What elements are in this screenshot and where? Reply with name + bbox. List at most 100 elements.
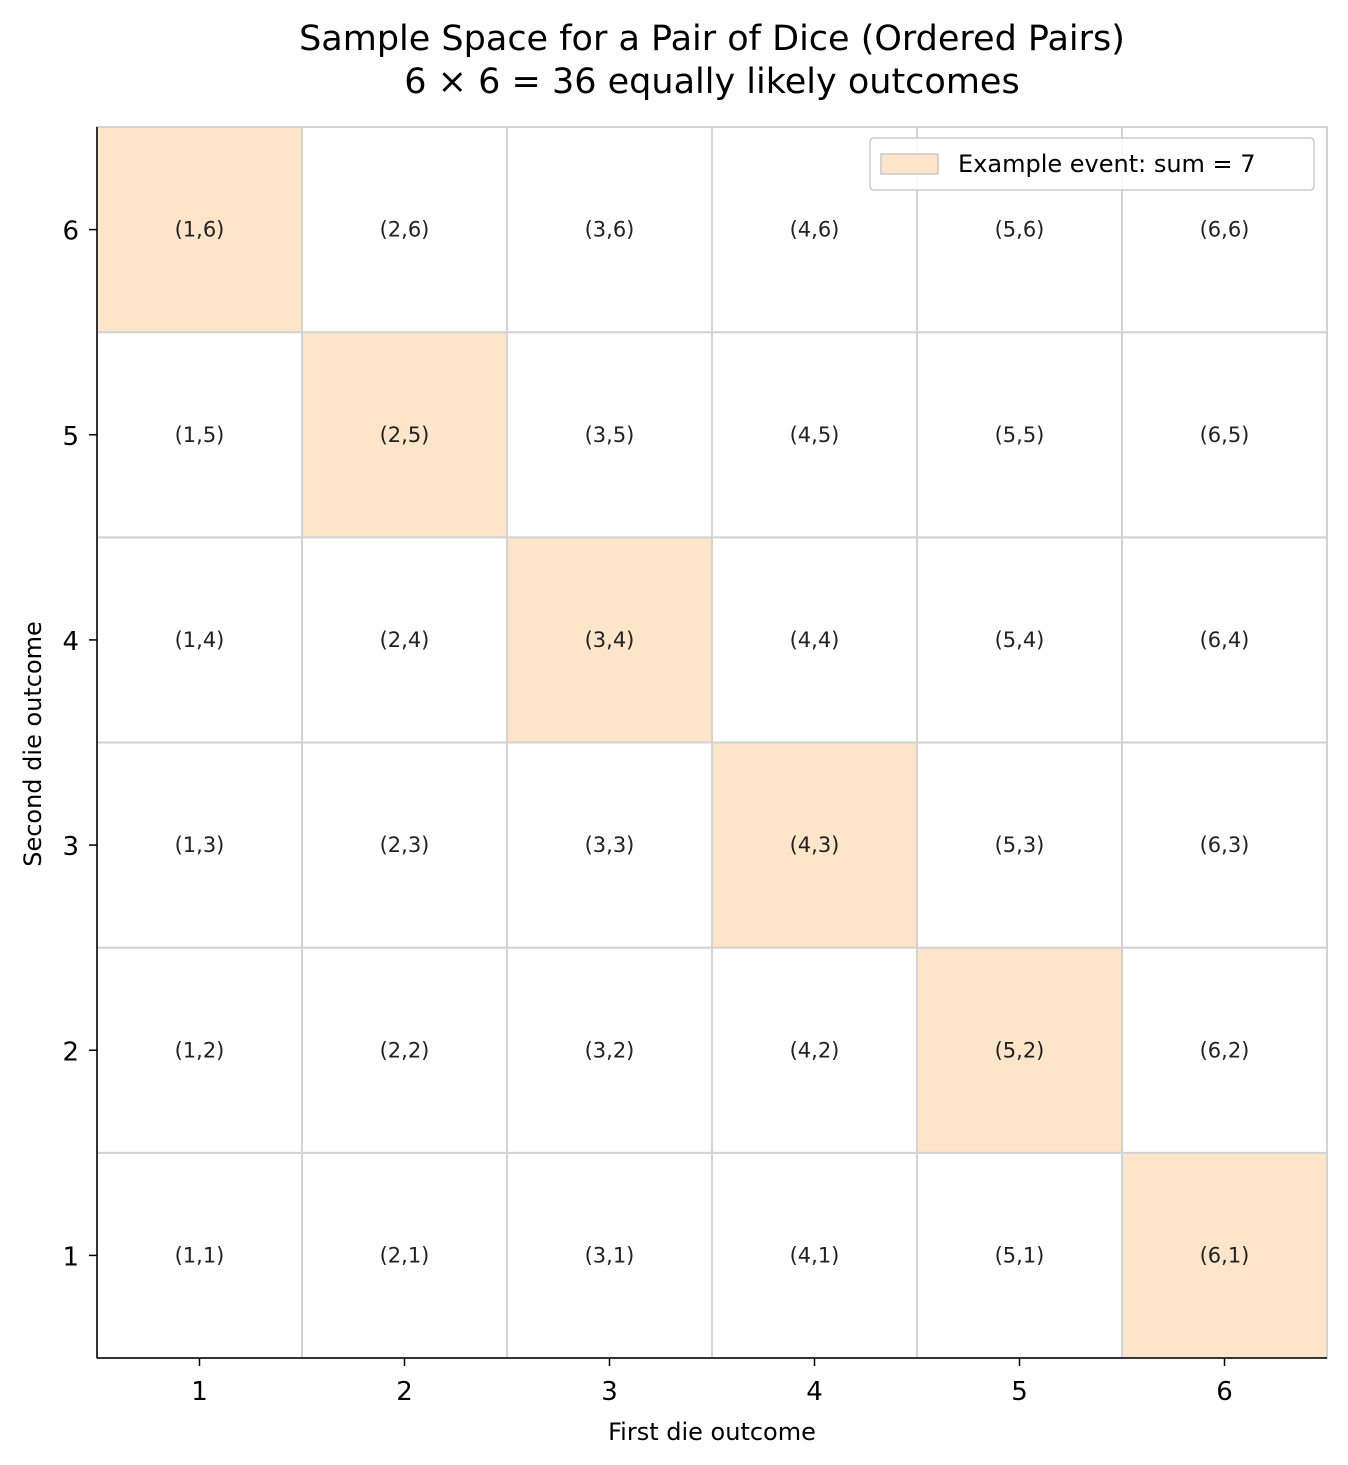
cell-label: (5,2) [995,1038,1045,1062]
cell-rect [301,536,508,744]
cell-2-6: (2,6) [301,126,508,334]
cell-1-3: (1,3) [96,741,303,949]
cell-1-2: (1,2) [96,946,303,1154]
ticks-layer: 1 2 3 4 5 6 1 2 3 4 5 6 [62,217,1232,1407]
x-tick-label: 5 [1011,1377,1028,1407]
y-axis-label: Second die outcome [19,621,47,867]
cell-label: (3,4) [585,628,635,652]
cell-label: (2,2) [380,1038,430,1062]
cell-6-5: (6,5) [1121,331,1328,539]
cell-rect [1121,1151,1328,1360]
x-axis-label: First die outcome [608,1418,816,1446]
cell-label: (2,1) [380,1243,430,1267]
cell-2-4: (2,4) [301,536,508,744]
cell-label: (6,4) [1200,628,1250,652]
cell-label: (5,4) [995,628,1045,652]
cell-3-3: (3,3) [506,741,713,949]
cell-label: (5,3) [995,833,1045,857]
cell-label: (6,6) [1200,218,1250,242]
cell-label: (1,5) [175,423,225,447]
cell-3-6: (3,6) [506,126,713,334]
y-tick-label: 6 [62,217,79,247]
cell-label: (1,6) [175,218,225,242]
cell-label: (2,4) [380,628,430,652]
cell-label: (4,6) [790,218,840,242]
cell-3-4: (3,4) [506,536,713,744]
cell-rect [916,946,1123,1154]
y-tick-label: 1 [62,1242,79,1272]
legend-frame [869,137,1315,191]
cell-rect [1121,331,1328,539]
cell-label: (3,6) [585,218,635,242]
y-tick-label: 2 [62,1037,79,1067]
legend: Example event: sum = 7 [869,137,1315,191]
cell-rect [711,741,918,949]
cell-rect [711,946,918,1154]
cell-6-4: (6,4) [1121,536,1328,744]
x-tick-label: 6 [1216,1377,1233,1407]
cell-label: (3,1) [585,1243,635,1267]
cell-label: (4,3) [790,833,840,857]
cell-2-1: (2,1) [301,1151,508,1360]
cell-3-1: (3,1) [506,1151,713,1360]
cell-label: (6,1) [1200,1243,1250,1267]
cell-label: (6,3) [1200,833,1250,857]
axes-layer [96,127,1327,1359]
cell-label: (5,6) [995,218,1045,242]
cell-label: (4,2) [790,1038,840,1062]
cell-label: (5,5) [995,423,1045,447]
cell-3-2: (3,2) [506,946,713,1154]
y-tick-label: 4 [62,627,79,657]
cell-label: (2,6) [380,218,430,242]
cell-1-1: (1,1) [96,1151,303,1360]
cell-1-6: (1,6) [96,126,303,334]
chart-title: Sample Space for a Pair of Dice (Ordered… [299,19,1125,59]
legend-swatch [880,153,939,175]
cell-rect [506,741,713,949]
cell-3-5: (3,5) [506,331,713,539]
cell-label: (1,3) [175,833,225,857]
cells-layer: (1,1) (1,2) (1,3) (1,4) (1,5) (1,6) (2,1) (2,2)… [96,126,1328,1360]
cell-rect [96,126,303,334]
x-tick-label: 3 [601,1377,618,1407]
cell-label: (6,5) [1200,423,1250,447]
cell-5-3: (5,3) [916,741,1123,949]
cell-rect [96,536,303,744]
cell-rect [916,1151,1123,1360]
cell-rect [506,331,713,539]
cell-4-1: (4,1) [711,1151,918,1360]
cell-2-2: (2,2) [301,946,508,1154]
cell-rect [96,1151,303,1360]
cell-rect [506,1151,713,1360]
x-tick-label: 2 [396,1377,413,1407]
cell-rect [506,536,713,744]
cell-5-2: (5,2) [916,946,1123,1154]
cell-label: (4,5) [790,423,840,447]
cell-label: (4,4) [790,628,840,652]
cell-2-5: (2,5) [301,331,508,539]
cell-rect [301,126,508,334]
cell-6-1: (6,1) [1121,1151,1328,1360]
cell-4-4: (4,4) [711,536,918,744]
cell-rect [96,946,303,1154]
cell-label: (3,5) [585,423,635,447]
cell-4-3: (4,3) [711,741,918,949]
cell-5-1: (5,1) [916,1151,1123,1360]
cell-1-5: (1,5) [96,331,303,539]
cell-rect [301,946,508,1154]
cell-rect [711,1151,918,1360]
cell-rect [96,331,303,539]
cell-label: (4,1) [790,1243,840,1267]
cell-label: (2,3) [380,833,430,857]
cell-label: (5,1) [995,1243,1045,1267]
cell-5-5: (5,5) [916,331,1123,539]
cell-4-5: (4,5) [711,331,918,539]
cell-rect [301,741,508,949]
cell-label: (1,4) [175,628,225,652]
cell-rect [711,331,918,539]
cell-6-2: (6,2) [1121,946,1328,1154]
cell-5-4: (5,4) [916,536,1123,744]
cell-label: (6,2) [1200,1038,1250,1062]
x-tick-label: 1 [191,1377,208,1407]
